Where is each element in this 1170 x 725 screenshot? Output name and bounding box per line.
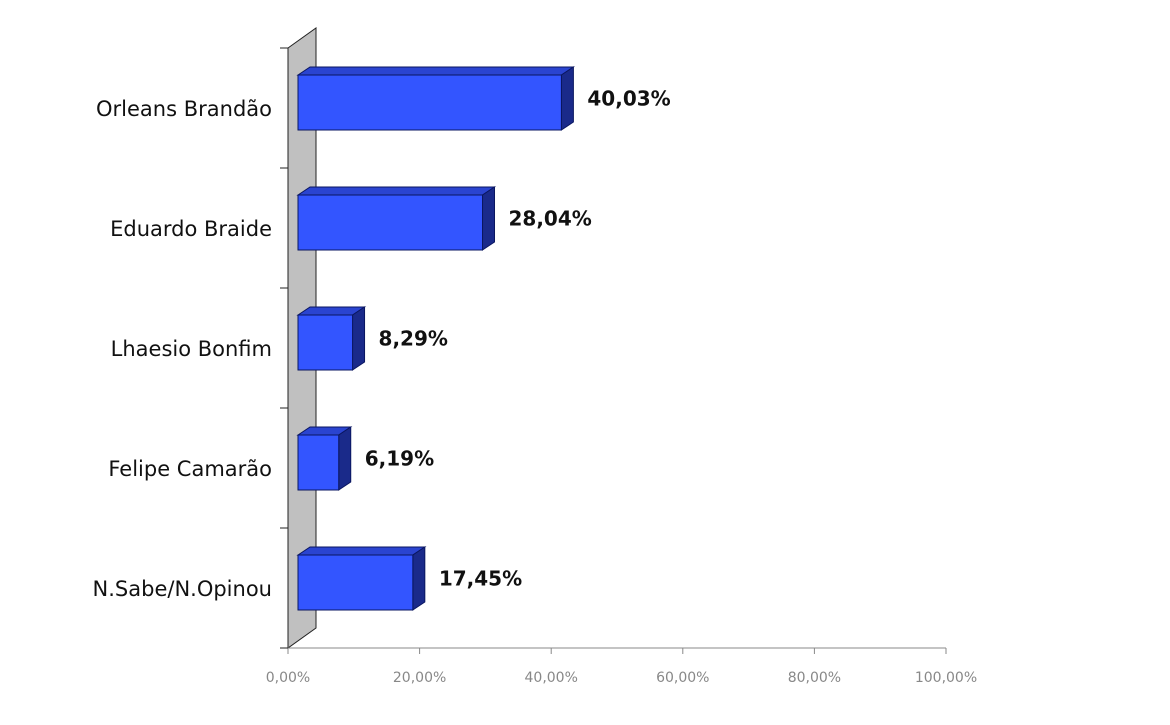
bar-front	[297, 554, 414, 611]
bar-side	[412, 546, 426, 611]
category-label: Eduardo Braide	[110, 217, 272, 241]
bar-top	[296, 186, 497, 196]
value-label: 17,45%	[439, 567, 522, 591]
bar-front	[297, 434, 340, 491]
bar	[296, 426, 353, 491]
x-tick-label: 0,00%	[266, 670, 310, 686]
bar-side	[338, 426, 352, 491]
bar-front	[297, 314, 354, 371]
x-tick-label: 20,00%	[393, 670, 446, 686]
bar-front	[297, 194, 484, 251]
bar	[296, 186, 497, 251]
bar	[296, 546, 427, 611]
value-label: 28,04%	[509, 207, 592, 231]
bar	[296, 306, 367, 371]
bar-side	[482, 186, 496, 251]
x-tick-label: 100,00%	[915, 670, 977, 686]
bar-top	[296, 66, 576, 76]
x-tick-label: 80,00%	[788, 670, 841, 686]
bar-side	[560, 66, 574, 131]
category-label: Orleans Brandão	[96, 97, 272, 121]
category-label: Lhaesio Bonfim	[111, 337, 272, 361]
x-tick-label: 40,00%	[525, 670, 578, 686]
bar-front	[297, 74, 562, 131]
value-label: 8,29%	[379, 327, 448, 351]
category-label: Felipe Camarão	[108, 457, 272, 481]
value-label: 6,19%	[365, 447, 434, 471]
category-label: N.Sabe/N.Opinou	[93, 577, 272, 601]
bar	[296, 66, 576, 131]
value-label: 40,03%	[587, 87, 670, 111]
bar-top	[296, 546, 427, 556]
bar-side	[352, 306, 366, 371]
x-tick-label: 60,00%	[656, 670, 709, 686]
